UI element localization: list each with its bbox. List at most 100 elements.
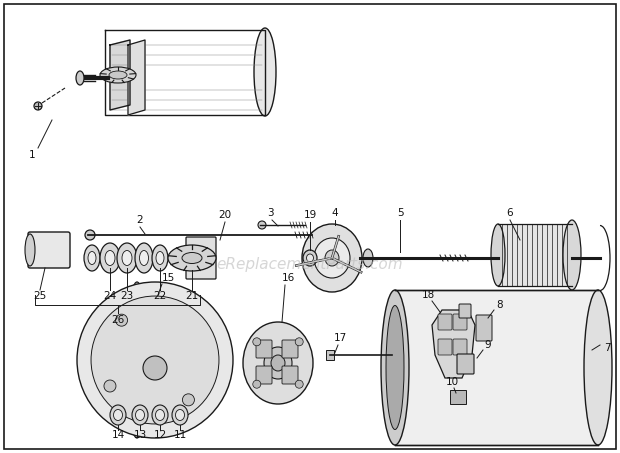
FancyBboxPatch shape <box>453 339 467 355</box>
FancyBboxPatch shape <box>476 315 492 341</box>
Text: 15: 15 <box>161 273 175 283</box>
FancyBboxPatch shape <box>256 366 272 384</box>
Text: 3: 3 <box>267 208 273 218</box>
Ellipse shape <box>303 250 317 266</box>
Ellipse shape <box>258 221 266 229</box>
Ellipse shape <box>254 28 276 116</box>
Circle shape <box>115 314 128 326</box>
Ellipse shape <box>386 305 404 429</box>
FancyBboxPatch shape <box>459 304 471 318</box>
Text: 26: 26 <box>111 315 124 325</box>
Circle shape <box>253 380 261 388</box>
Polygon shape <box>128 40 145 115</box>
Ellipse shape <box>140 251 149 265</box>
Text: 9: 9 <box>485 340 491 350</box>
Ellipse shape <box>491 224 505 286</box>
Bar <box>326 350 334 360</box>
Text: 1: 1 <box>29 150 35 160</box>
Ellipse shape <box>100 243 120 273</box>
Text: 20: 20 <box>218 210 231 220</box>
Ellipse shape <box>125 93 135 103</box>
Ellipse shape <box>105 251 115 265</box>
Ellipse shape <box>34 102 42 110</box>
Text: 11: 11 <box>174 430 187 440</box>
Ellipse shape <box>325 250 339 266</box>
Ellipse shape <box>584 290 612 445</box>
Ellipse shape <box>135 243 153 273</box>
Ellipse shape <box>25 234 35 266</box>
Circle shape <box>143 356 167 380</box>
Text: 24: 24 <box>104 291 117 301</box>
Circle shape <box>104 380 116 392</box>
FancyBboxPatch shape <box>438 339 452 355</box>
Bar <box>498 224 573 286</box>
Text: 8: 8 <box>497 300 503 310</box>
Ellipse shape <box>302 224 362 292</box>
Ellipse shape <box>88 251 96 265</box>
Ellipse shape <box>132 405 148 425</box>
Text: 12: 12 <box>153 430 167 440</box>
Text: 25: 25 <box>33 291 46 301</box>
Ellipse shape <box>306 254 314 262</box>
Text: 21: 21 <box>185 291 198 301</box>
Ellipse shape <box>563 220 581 290</box>
FancyBboxPatch shape <box>438 314 452 330</box>
Ellipse shape <box>109 71 127 79</box>
Ellipse shape <box>136 410 144 420</box>
Ellipse shape <box>110 405 126 425</box>
Ellipse shape <box>243 322 313 404</box>
Ellipse shape <box>271 355 285 371</box>
FancyBboxPatch shape <box>256 340 272 358</box>
Ellipse shape <box>175 410 185 420</box>
Text: 22: 22 <box>153 291 167 301</box>
Circle shape <box>253 338 261 346</box>
Text: 17: 17 <box>334 333 347 343</box>
Text: 23: 23 <box>120 291 134 301</box>
Ellipse shape <box>113 410 123 420</box>
Ellipse shape <box>117 243 137 273</box>
Text: 16: 16 <box>281 273 294 283</box>
FancyBboxPatch shape <box>186 237 216 279</box>
Text: 10: 10 <box>445 377 459 387</box>
Ellipse shape <box>152 245 168 271</box>
Polygon shape <box>432 310 475 378</box>
Ellipse shape <box>85 230 95 240</box>
Text: 7: 7 <box>604 343 610 353</box>
Circle shape <box>182 394 195 406</box>
FancyBboxPatch shape <box>282 340 298 358</box>
Text: 5: 5 <box>397 208 404 218</box>
Ellipse shape <box>172 405 188 425</box>
Circle shape <box>77 282 233 438</box>
Text: 18: 18 <box>422 290 435 300</box>
Text: 13: 13 <box>133 430 146 440</box>
Ellipse shape <box>381 290 409 445</box>
Ellipse shape <box>314 238 350 278</box>
Polygon shape <box>395 290 598 445</box>
Bar <box>450 390 466 404</box>
Polygon shape <box>110 40 130 110</box>
Ellipse shape <box>156 251 164 265</box>
Ellipse shape <box>84 245 100 271</box>
Ellipse shape <box>126 282 148 438</box>
Text: 4: 4 <box>332 208 339 218</box>
Text: 2: 2 <box>136 215 143 225</box>
Ellipse shape <box>363 249 373 267</box>
Circle shape <box>295 380 303 388</box>
Text: 19: 19 <box>303 210 317 220</box>
Ellipse shape <box>100 67 136 83</box>
FancyBboxPatch shape <box>28 232 70 268</box>
FancyBboxPatch shape <box>457 354 474 374</box>
FancyBboxPatch shape <box>453 314 467 330</box>
Circle shape <box>115 55 125 65</box>
Ellipse shape <box>156 410 164 420</box>
Ellipse shape <box>125 45 135 55</box>
Circle shape <box>91 296 219 424</box>
Ellipse shape <box>168 245 216 271</box>
FancyBboxPatch shape <box>282 366 298 384</box>
Text: eReplacementParts.com: eReplacementParts.com <box>216 257 404 273</box>
Ellipse shape <box>76 71 84 85</box>
Text: 6: 6 <box>507 208 513 218</box>
Ellipse shape <box>182 252 202 264</box>
Ellipse shape <box>264 347 292 379</box>
Ellipse shape <box>152 405 168 425</box>
